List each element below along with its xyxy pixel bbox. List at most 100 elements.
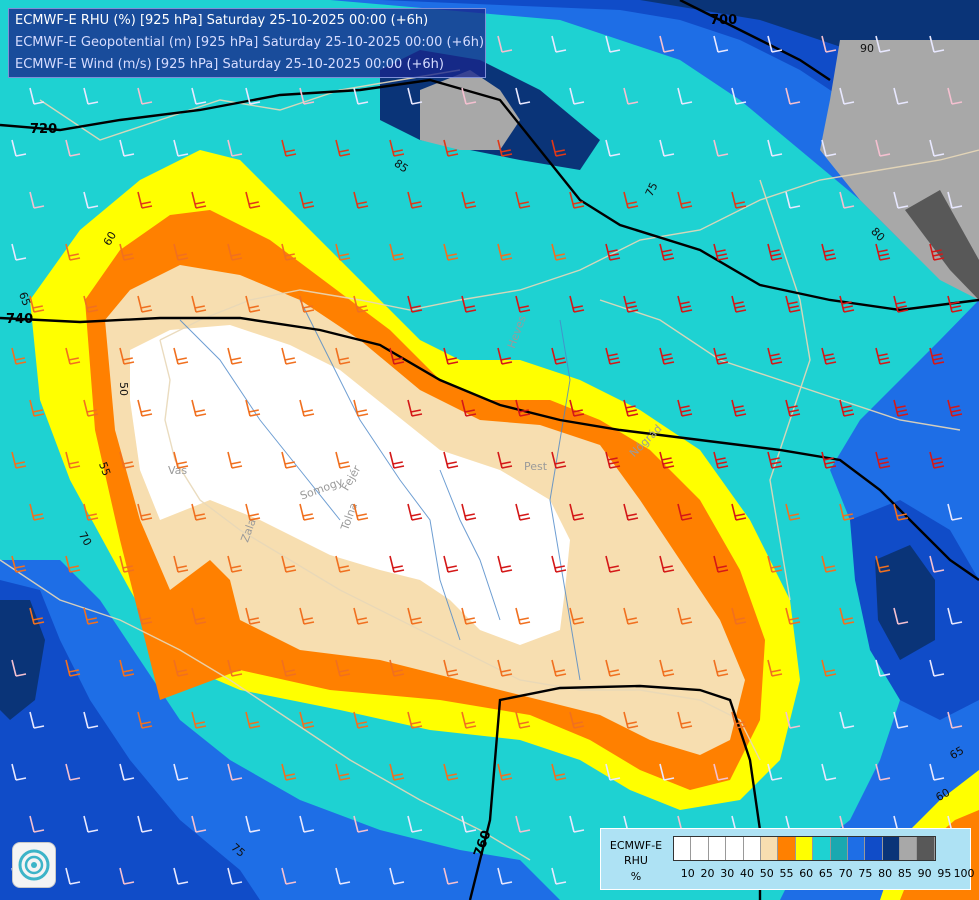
wind-barb-icon [353, 815, 369, 833]
wind-barb-icon [227, 867, 243, 885]
wind-barb-icon [299, 815, 315, 833]
wind-barb-icon [821, 659, 837, 677]
wind-barb-icon [461, 815, 477, 833]
rhu-label-90: 90 [860, 42, 874, 55]
wind-barb-icon [191, 87, 207, 105]
wind-barb-icon [875, 451, 891, 469]
blue-region-east [780, 300, 979, 900]
wind-barb-icon [839, 503, 855, 521]
darkblue-region-sw [0, 580, 260, 900]
wind-barb-icon [767, 243, 783, 261]
river-lines [179, 299, 581, 681]
wind-barb-icon [875, 659, 891, 677]
wind-barb-icon [659, 139, 675, 157]
wind-barb-icon [551, 347, 567, 365]
wind-barb-icon [137, 295, 153, 313]
wind-barb-icon [497, 555, 513, 573]
wind-barb-icon [65, 451, 81, 469]
legend-tick: 80 [878, 867, 893, 880]
legend-tick: 10 [680, 867, 695, 880]
legend-swatch [760, 837, 779, 860]
wind-barb-icon [335, 763, 351, 781]
wind-barb-icon [11, 555, 27, 573]
wind-barb-icon [569, 711, 585, 729]
wind-barb-icon [677, 503, 693, 521]
wind-barb-icon [515, 711, 531, 729]
wind-barb-icon [407, 503, 423, 521]
wind-barb-icon [929, 451, 945, 469]
wind-barb-icon [299, 191, 315, 209]
wind-barb-icon [389, 659, 405, 677]
legend-swatch [795, 837, 814, 860]
wind-barb-icon [281, 867, 297, 885]
wind-barbs [11, 35, 963, 885]
wind-barb-icon [191, 191, 207, 209]
wind-barb-icon [785, 711, 801, 729]
wind-barb-icon [119, 555, 135, 573]
wind-barb-icon [119, 659, 135, 677]
legend-swatch [708, 837, 727, 860]
wind-barb-icon [119, 139, 135, 157]
wind-barb-icon [299, 503, 315, 521]
wind-barb-icon [515, 607, 531, 625]
wind-barb-icon [821, 35, 837, 53]
legend-swatch [830, 837, 848, 860]
wind-barb-icon [785, 191, 801, 209]
legend-swatch [778, 837, 796, 860]
wind-barb-icon [821, 555, 837, 573]
wind-barb-icon [29, 295, 45, 313]
wind-barb-icon [65, 139, 81, 157]
wind-barb-icon [785, 87, 801, 105]
wind-barb-icon [551, 35, 567, 53]
wind-barb-icon [353, 399, 369, 417]
rhu-label-65-se: 65 [948, 744, 967, 762]
wind-barb-icon [515, 191, 531, 209]
wind-barb-icon [227, 139, 243, 157]
wind-barb-icon [443, 451, 459, 469]
wind-barb-icon [173, 347, 189, 365]
wind-barb-icon [839, 87, 855, 105]
wind-barb-icon [281, 451, 297, 469]
wind-barb-icon [245, 815, 261, 833]
navy-region-ne [640, 0, 979, 120]
wind-barb-icon [137, 711, 153, 729]
wind-barb-icon [623, 191, 639, 209]
wind-barb-icon [785, 399, 801, 417]
wind-barb-icon [281, 139, 297, 157]
wind-barb-icon [299, 607, 315, 625]
legend-swatch [726, 837, 744, 860]
wind-barb-icon [119, 243, 135, 261]
wind-barb-icon [551, 139, 567, 157]
legend-unit: % [630, 870, 642, 883]
wind-barb-icon [947, 503, 963, 521]
rhu-legend: ECMWF-E RHU % 10 20 30 40 50 55 60 65 70 75 80 85 90… [600, 828, 975, 890]
wind-barb-icon [245, 295, 261, 313]
wind-barb-icon [389, 139, 405, 157]
wind-barb-icon [299, 87, 315, 105]
wind-barb-icon [29, 815, 45, 833]
wind-barb-icon [893, 503, 909, 521]
wind-barb-icon [407, 815, 423, 833]
title-geopotential: ECMWF-E Geopotential (m) [925 hPa] Satur… [15, 35, 485, 50]
wind-barb-icon [335, 555, 351, 573]
wind-barb-icon [83, 711, 99, 729]
wind-barb-icon [461, 295, 477, 313]
wind-barb-icon [461, 711, 477, 729]
wind-barb-icon [443, 659, 459, 677]
wind-barb-icon [551, 555, 567, 573]
wind-barb-icon [461, 607, 477, 625]
wind-barb-icon [659, 347, 675, 365]
wind-barb-icon [497, 347, 513, 365]
wind-barb-icon [893, 87, 909, 105]
wind-barb-icon [947, 607, 963, 625]
wind-barb-icon [929, 243, 945, 261]
wind-barb-icon [623, 607, 639, 625]
wind-barb-icon [389, 555, 405, 573]
legend-tick: 20 [700, 867, 715, 880]
wind-barb-icon [137, 399, 153, 417]
wind-barb-icon [497, 243, 513, 261]
wind-barb-icon [947, 191, 963, 209]
wind-barb-icon [605, 763, 621, 781]
wind-barb-icon [407, 399, 423, 417]
wind-barb-icon [497, 659, 513, 677]
